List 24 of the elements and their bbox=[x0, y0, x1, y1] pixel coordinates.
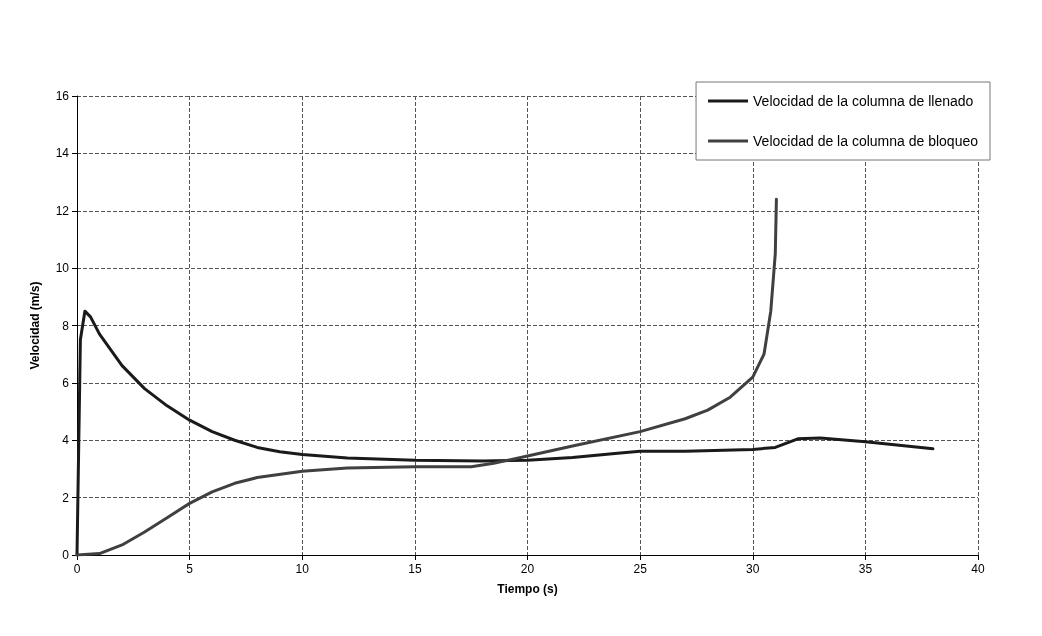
legend-label: Velocidad de la columna de bloqueo bbox=[753, 133, 979, 149]
y-tick-label: 14 bbox=[55, 146, 70, 161]
x-tick-label: 0 bbox=[73, 562, 81, 576]
x-axis-title: Tiempo (s) bbox=[497, 582, 558, 596]
y-tick-label: 10 bbox=[55, 261, 70, 276]
y-axis-title: Velocidad (m/s) bbox=[28, 281, 42, 370]
x-tick-label: 15 bbox=[408, 562, 422, 576]
y-tick-label: 12 bbox=[55, 203, 70, 218]
line-series bbox=[75, 309, 935, 557]
y-tick-label: 6 bbox=[62, 375, 70, 390]
y-tick-label: 2 bbox=[62, 490, 70, 505]
y-tick-label: 16 bbox=[55, 89, 70, 103]
x-tick-label: 20 bbox=[520, 562, 535, 576]
y-tick-label: 4 bbox=[62, 433, 70, 448]
y-tick-label: 8 bbox=[62, 318, 70, 333]
x-tick-label: 10 bbox=[295, 562, 310, 576]
y-tick-label: 0 bbox=[62, 548, 70, 562]
line-series bbox=[75, 197, 778, 557]
x-tick-label: 25 bbox=[633, 562, 648, 576]
x-tick-label: 30 bbox=[746, 562, 760, 576]
x-tick-label: 5 bbox=[186, 562, 194, 576]
x-tick-label: 35 bbox=[858, 562, 873, 576]
x-tick-label: 40 bbox=[971, 562, 985, 576]
legend-label: Velocidad de la columna de llenado bbox=[753, 93, 974, 109]
